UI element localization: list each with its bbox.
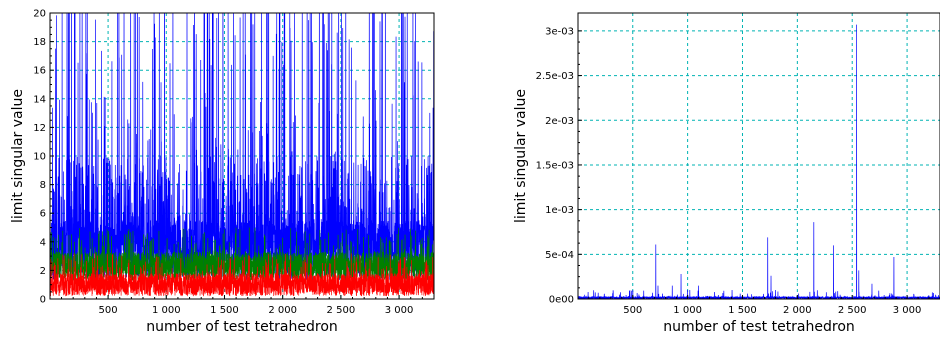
- y-axis-label: limit singular value: [10, 89, 26, 223]
- y-tick-label: 3e-03: [545, 26, 574, 37]
- x-tick-label: 500: [623, 305, 642, 316]
- y-tick-label: 8: [40, 180, 46, 191]
- y-tick-label: 20: [33, 9, 46, 20]
- y-tick-label: 0e00: [549, 295, 574, 306]
- y-tick-label: 12: [33, 123, 46, 134]
- y-tick-label: 2: [40, 266, 46, 277]
- y-tick-label: 14: [33, 94, 46, 105]
- series-group: [578, 24, 940, 299]
- chart-left: 500 1 000 1 500 2 000 2 500 3 000 0 2 4 6 8 10 12 14 1…: [10, 9, 435, 335]
- chart-right: 500 1 000 1 500 2 000 2 500 3 000 0e00 5e-04 1e-…: [470, 0, 940, 339]
- y-tick-label: 16: [33, 66, 46, 77]
- x-tick-label: 3 000: [893, 305, 922, 316]
- x-tick-label: 1 500: [210, 305, 239, 316]
- plot-frame: [577, 12, 940, 300]
- series-line-0: [578, 24, 940, 299]
- y-tick-label: 18: [33, 37, 46, 48]
- x-tick-label: 1 000: [152, 305, 181, 316]
- x-tick-label: 2 000: [783, 305, 812, 316]
- y-tick-label: 2e-03: [545, 116, 574, 127]
- grid: [578, 13, 940, 299]
- y-tick-label: 1.5e-03: [536, 160, 574, 171]
- y-tick-label: 5e-04: [545, 250, 574, 261]
- x-axis-label: number of test tetrahedron: [663, 319, 855, 335]
- x-tick-label: 1 000: [673, 305, 702, 316]
- x-tick-label: 3 000: [385, 305, 414, 316]
- y-tick-label: 4: [40, 237, 46, 248]
- chart-svg: 500 1 000 1 500 2 000 2 500 3 000 0 2 4 6 8 10 12 14 1…: [10, 9, 435, 335]
- series-group: [50, 13, 434, 297]
- y-tick-label: 1e-03: [545, 205, 574, 216]
- x-tick-label: 1 500: [728, 305, 757, 316]
- y-tick-label: 6: [40, 209, 46, 220]
- y-tick-label: 2.5e-03: [536, 71, 574, 82]
- chart-svg: 500 1 000 1 500 2 000 2 500 3 000 0e00 5e-04 1e-…: [513, 12, 940, 335]
- x-tick-label: 2 500: [838, 305, 867, 316]
- x-axis-label: number of test tetrahedron: [146, 319, 338, 335]
- y-tick-label: 0: [40, 295, 46, 306]
- x-tick-label: 2 500: [327, 305, 356, 316]
- y-tick-label: 10: [33, 152, 46, 163]
- y-axis-label: limit singular value: [513, 89, 529, 223]
- x-tick-label: 500: [99, 305, 118, 316]
- series-line-2: [50, 253, 434, 297]
- x-tick-label: 2 000: [268, 305, 297, 316]
